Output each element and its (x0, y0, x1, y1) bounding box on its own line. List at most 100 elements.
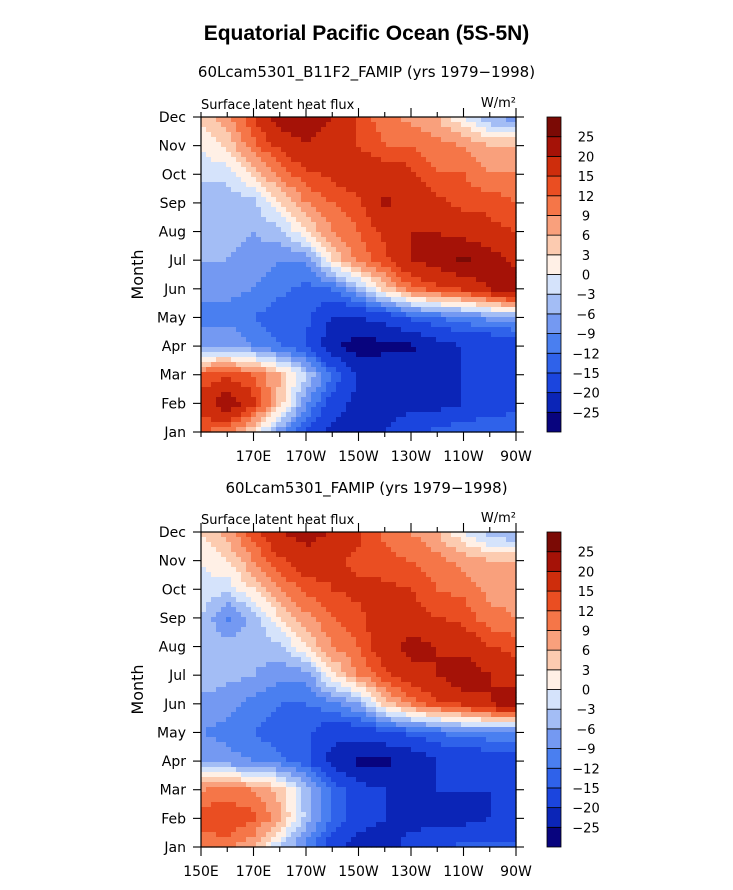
heatmap-cell (296, 307, 302, 313)
heatmap-cell (411, 217, 417, 223)
heatmap-cell (306, 382, 312, 388)
heatmap-cell (256, 127, 262, 133)
heatmap-cell (436, 592, 442, 598)
heatmap-cell (441, 117, 447, 123)
heatmap-cell (381, 317, 387, 323)
heatmap-cell (266, 152, 272, 158)
heatmap-cell (386, 577, 392, 583)
heatmap-cell (241, 402, 247, 408)
heatmap-cell (226, 222, 232, 228)
heatmap-cell (466, 397, 472, 403)
heatmap-cell (231, 412, 237, 418)
heatmap-cell (386, 252, 392, 258)
heatmap-cell (316, 567, 322, 573)
heatmap-cell (301, 152, 307, 158)
heatmap-cell (326, 297, 332, 303)
heatmap-cell (396, 372, 402, 378)
heatmap-cell (401, 142, 407, 148)
heatmap-cell (431, 117, 437, 123)
heatmap-cell (476, 202, 482, 208)
heatmap-cell (306, 362, 312, 368)
heatmap-cell (486, 267, 492, 273)
heatmap-cell (321, 332, 327, 338)
heatmap-cell (341, 187, 347, 193)
heatmap-cell (246, 312, 252, 318)
heatmap-cell (236, 542, 242, 548)
heatmap-cell (221, 187, 227, 193)
heatmap-cell (326, 362, 332, 368)
heatmap-cell (246, 402, 252, 408)
heatmap-cell (406, 347, 412, 353)
heatmap-cell (221, 172, 227, 178)
heatmap-cell (296, 152, 302, 158)
heatmap-cell (371, 407, 377, 413)
heatmap-cell (366, 337, 372, 343)
heatmap-cell (376, 327, 382, 333)
heatmap-cell (341, 252, 347, 258)
heatmap-cell (511, 567, 517, 573)
heatmap-cell (311, 347, 317, 353)
heatmap-cell (486, 242, 492, 248)
heatmap-cell (356, 552, 362, 558)
heatmap-cell (216, 577, 222, 583)
heatmap-cell (261, 297, 267, 303)
heatmap-cell (216, 227, 222, 233)
heatmap-cell (276, 117, 282, 123)
heatmap-cell (271, 217, 277, 223)
heatmap-cell (451, 172, 457, 178)
heatmap-cell (301, 187, 307, 193)
heatmap-cell (436, 147, 442, 153)
heatmap-cell (376, 257, 382, 263)
heatmap-cell (501, 302, 507, 308)
heatmap-cell (276, 397, 282, 403)
heatmap-cell (481, 247, 487, 253)
heatmap-cell (426, 562, 432, 568)
heatmap-cell (356, 237, 362, 243)
heatmap-cell (501, 362, 507, 368)
heatmap-cell (391, 227, 397, 233)
heatmap-cell (336, 132, 342, 138)
heatmap-cell (371, 232, 377, 238)
heatmap-cell (296, 282, 302, 288)
heatmap-cell (316, 287, 322, 293)
heatmap-cell (206, 322, 212, 328)
heatmap-cell (486, 542, 492, 548)
heatmap-cell (466, 427, 472, 433)
heatmap-cell (451, 302, 457, 308)
heatmap-cell (361, 602, 367, 608)
heatmap-cell (246, 247, 252, 253)
heatmap-cell (411, 152, 417, 158)
heatmap-cell (241, 567, 247, 573)
heatmap-cell (286, 407, 292, 413)
heatmap-cell (301, 127, 307, 133)
heatmap-cell (461, 182, 467, 188)
heatmap-cell (246, 362, 252, 368)
heatmap-cell (461, 312, 467, 318)
heatmap-cell (221, 307, 227, 313)
heatmap-cell (351, 317, 357, 323)
heatmap-cell (511, 372, 517, 378)
heatmap-cell (416, 387, 422, 393)
heatmap-cell (431, 197, 437, 203)
heatmap-cell (301, 277, 307, 283)
heatmap-cell (296, 412, 302, 418)
heatmap-cell (201, 357, 207, 363)
heatmap-cell (306, 207, 312, 213)
heatmap-cell (381, 402, 387, 408)
heatmap-cell (421, 342, 427, 348)
heatmap-cell (511, 347, 517, 353)
heatmap-cell (226, 187, 232, 193)
heatmap-cell (391, 292, 397, 298)
heatmap-cell (206, 397, 212, 403)
heatmap-cell (411, 297, 417, 303)
heatmap-cell (351, 342, 357, 348)
heatmap-cell (481, 357, 487, 363)
heatmap-cell (431, 257, 437, 263)
heatmap-cell (366, 192, 372, 198)
heatmap-cell (506, 417, 512, 423)
colorbar-box (546, 372, 562, 394)
heatmap-cell (396, 162, 402, 168)
heatmap-cell (231, 152, 237, 158)
heatmap-cell (256, 312, 262, 318)
heatmap-cell (471, 197, 477, 203)
